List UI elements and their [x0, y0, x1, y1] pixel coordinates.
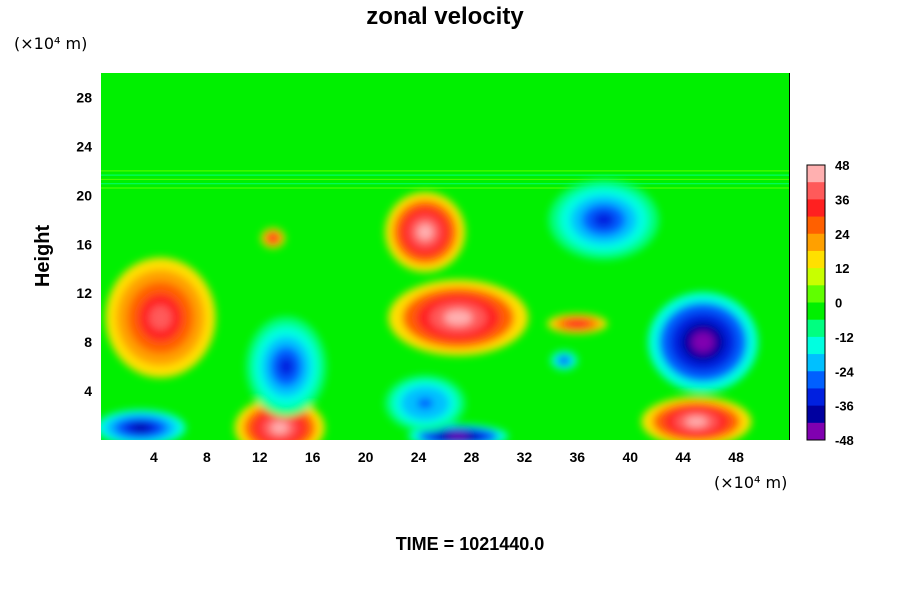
chart-title: zonal velocity	[366, 3, 524, 30]
y-tick-label: 28	[76, 89, 92, 105]
colorbar	[806, 164, 826, 441]
y-tick-label: 4	[84, 383, 92, 399]
colorbar-tick-label: 0	[835, 296, 842, 311]
y-axis-unit: (×10⁴ m)	[14, 34, 87, 53]
colorbar-swatch	[807, 422, 825, 441]
colorbar-swatch	[807, 371, 825, 389]
field-feature	[278, 356, 295, 377]
colorbar-tick-label: -48	[835, 433, 854, 448]
y-tick-label: 24	[76, 138, 92, 154]
field-feature	[592, 211, 615, 228]
x-tick-label: 4	[150, 449, 158, 465]
colorbar-swatch	[807, 165, 825, 183]
colorbar-swatch	[807, 199, 825, 218]
field-feature	[270, 236, 276, 241]
time-label: TIME = 1021440.0	[396, 534, 545, 554]
x-tick-label: 20	[358, 449, 374, 465]
x-tick-label: 40	[622, 449, 638, 465]
field-feature	[444, 310, 473, 326]
field-feature	[131, 424, 150, 432]
colorbar-swatch	[807, 405, 825, 424]
y-axis-label: Height	[32, 225, 54, 288]
x-tick-label: 24	[411, 449, 427, 465]
colorbar-swatch	[807, 216, 825, 235]
y-tick-label: 8	[84, 334, 92, 350]
field-feature	[561, 358, 567, 363]
field-feature	[417, 224, 434, 241]
field-feature	[149, 305, 172, 330]
colorbar-tick-label: 12	[835, 261, 849, 276]
colorbar-swatch	[807, 354, 825, 372]
colorbar-swatch	[807, 319, 825, 338]
colorbar-tick-labels: 48 36 24 12 0 -12 -24 -36 -48	[835, 158, 855, 448]
x-axis-unit: (×10⁴ m)	[714, 473, 787, 492]
colorbar-tick-label: -36	[835, 399, 854, 414]
field-feature	[685, 416, 708, 427]
x-tick-label: 12	[252, 449, 268, 465]
heatmap-plot-area	[101, 73, 789, 440]
x-tick-label: 28	[464, 449, 480, 465]
x-tick-label: 44	[675, 449, 691, 465]
colorbar-tick-label: 24	[835, 227, 850, 242]
y-tick-label: 20	[76, 187, 92, 203]
colorbar-swatch	[807, 250, 825, 269]
upper-layer	[101, 73, 789, 190]
field-features	[101, 179, 758, 440]
colorbar-tick-label: 48	[835, 158, 849, 173]
colorbar-tick-label: -24	[835, 364, 855, 379]
colorbar-swatch	[807, 302, 825, 321]
field-feature	[692, 332, 714, 353]
colorbar-swatch	[807, 336, 825, 355]
x-tick-label: 8	[203, 449, 211, 465]
heatmap-field	[101, 73, 789, 440]
colorbar-tick-label: -12	[835, 330, 854, 345]
field-feature	[448, 433, 469, 439]
colorbar-swatch	[807, 388, 825, 407]
colorbar-swatch	[807, 285, 825, 303]
field-feature	[417, 397, 434, 409]
y-tick-label: 16	[76, 236, 92, 252]
field-feature	[571, 321, 584, 326]
colorbar-swatch	[807, 268, 825, 286]
colorbar-tick-label: 36	[835, 192, 849, 207]
x-tick-label: 36	[570, 449, 586, 465]
x-tick-label: 48	[728, 449, 744, 465]
x-tick-labels: 4 8 12 16 20 24 28 32 36 40 44 48	[150, 449, 744, 465]
x-tick-label: 32	[517, 449, 533, 465]
field-feature	[270, 421, 289, 434]
colorbar-swatch	[807, 182, 825, 200]
colorbar-swatch	[807, 233, 825, 252]
y-tick-label: 12	[76, 285, 92, 301]
colorbar-frame	[806, 164, 826, 441]
y-tick-labels: 4 8 12 16 20 24 28	[76, 89, 92, 399]
x-tick-label: 16	[305, 449, 321, 465]
